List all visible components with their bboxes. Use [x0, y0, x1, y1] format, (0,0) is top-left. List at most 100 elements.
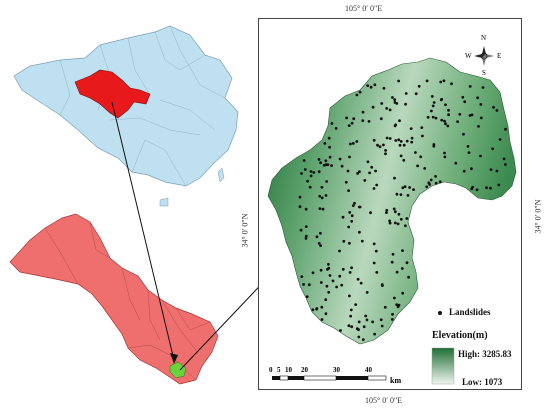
- landslide-point: [495, 109, 499, 112]
- landslide-point: [393, 98, 397, 101]
- landslide-point: [395, 270, 399, 274]
- landslide-point: [380, 324, 384, 328]
- landslide-point: [300, 172, 303, 175]
- landslide-point: [401, 291, 405, 295]
- landslide-point: [302, 159, 306, 162]
- landslide-point: [353, 201, 356, 205]
- landslide-point: [304, 207, 308, 211]
- landslide-point: [319, 281, 323, 284]
- landslide-point: [462, 132, 465, 136]
- landslide-point: [396, 222, 400, 226]
- landslide-point: [349, 308, 353, 312]
- landslide-point: [307, 283, 311, 287]
- study-area-small: [169, 361, 187, 379]
- landslide-point: [388, 137, 392, 140]
- landslide-point: [365, 318, 369, 322]
- landslide-point: [309, 170, 313, 173]
- landslide-point: [398, 119, 401, 123]
- landslide-point: [372, 187, 376, 190]
- landslide-point: [468, 85, 472, 88]
- landslide-point: [340, 164, 344, 168]
- landslide-point: [363, 179, 367, 182]
- landslide-point: [369, 85, 373, 89]
- coord-bottom: 105° 0′ 0″E: [365, 396, 403, 405]
- landslide-point: [410, 136, 414, 140]
- landslide-point: [334, 126, 338, 130]
- landslide-point: [374, 249, 378, 253]
- landslide-point: [393, 210, 397, 214]
- landslide-point: [309, 174, 313, 178]
- landslide-point: [384, 149, 387, 152]
- landslide-point: [371, 320, 374, 324]
- landslide-point: [430, 95, 434, 98]
- landslide-point: [315, 235, 319, 239]
- landslide-point: [350, 214, 354, 218]
- landslide-point: [345, 116, 348, 120]
- landslide-point: [319, 268, 323, 272]
- landslide-point: [444, 122, 447, 126]
- landslide-point: [320, 305, 324, 309]
- landslide-point: [340, 283, 344, 287]
- scale-tick-label: 10: [285, 366, 292, 374]
- landslide-point: [385, 136, 389, 140]
- landslide-point: [360, 239, 364, 243]
- landslide-point: [376, 143, 379, 147]
- landslide-point: [405, 261, 409, 265]
- landslide-point: [393, 101, 397, 104]
- landslide-point: [393, 124, 397, 128]
- landslide-point: [446, 124, 450, 128]
- landslide-point: [320, 185, 324, 189]
- landslide-point: [443, 119, 446, 123]
- landslide-point: [432, 144, 436, 148]
- landslide-point: [425, 79, 429, 83]
- landslide-point: [320, 318, 324, 321]
- landslide-point: [481, 86, 485, 89]
- landslide-point: [375, 271, 379, 274]
- landslide-point: [312, 171, 316, 174]
- landslide-point: [431, 115, 435, 119]
- landslide-point: [425, 185, 429, 189]
- landslide-point: [391, 96, 394, 99]
- landslide-point: [347, 124, 351, 127]
- landslide-point: [319, 231, 322, 235]
- landslide-point: [356, 277, 360, 281]
- landslide-point: [407, 275, 410, 279]
- landslide-point: [379, 117, 383, 121]
- landslide-point: [395, 192, 399, 196]
- landslide-point: [324, 312, 328, 316]
- landslide-point: [330, 122, 334, 125]
- landslide-point: [485, 186, 488, 190]
- landslide-point: [458, 112, 462, 116]
- landslide-point: [416, 164, 419, 168]
- landslide-point: [400, 267, 404, 270]
- landslide-point: [438, 180, 442, 184]
- landslide-point: [359, 281, 363, 285]
- landslide-point: [357, 328, 360, 332]
- landslide-point: [373, 83, 377, 87]
- landslide-point: [423, 167, 427, 170]
- compass-icon: [474, 46, 494, 66]
- landslide-point: [341, 267, 345, 271]
- scale-tick-label: 5: [277, 366, 281, 374]
- landslide-point: [462, 169, 466, 173]
- landslide-point: [346, 169, 350, 173]
- landslide-point: [431, 104, 435, 108]
- landslide-point: [365, 291, 369, 294]
- landslide-point: [404, 92, 408, 95]
- landslide-point: [366, 84, 370, 87]
- landslide-point: [358, 90, 362, 94]
- landslide-point: [443, 155, 447, 159]
- landslide-point: [351, 204, 355, 208]
- landslide-point: [443, 151, 446, 155]
- landslide-point: [394, 139, 398, 142]
- elevation-high: High: 3285.83: [458, 349, 512, 359]
- landslide-point: [357, 320, 361, 324]
- landslide-point: [479, 154, 482, 158]
- landslide-point: [352, 117, 356, 121]
- taiwan-island: [217, 167, 225, 183]
- landslide-point: [463, 100, 467, 104]
- landslide-point: [380, 102, 384, 105]
- landslide-point: [324, 159, 328, 163]
- landslide-point: [373, 332, 376, 336]
